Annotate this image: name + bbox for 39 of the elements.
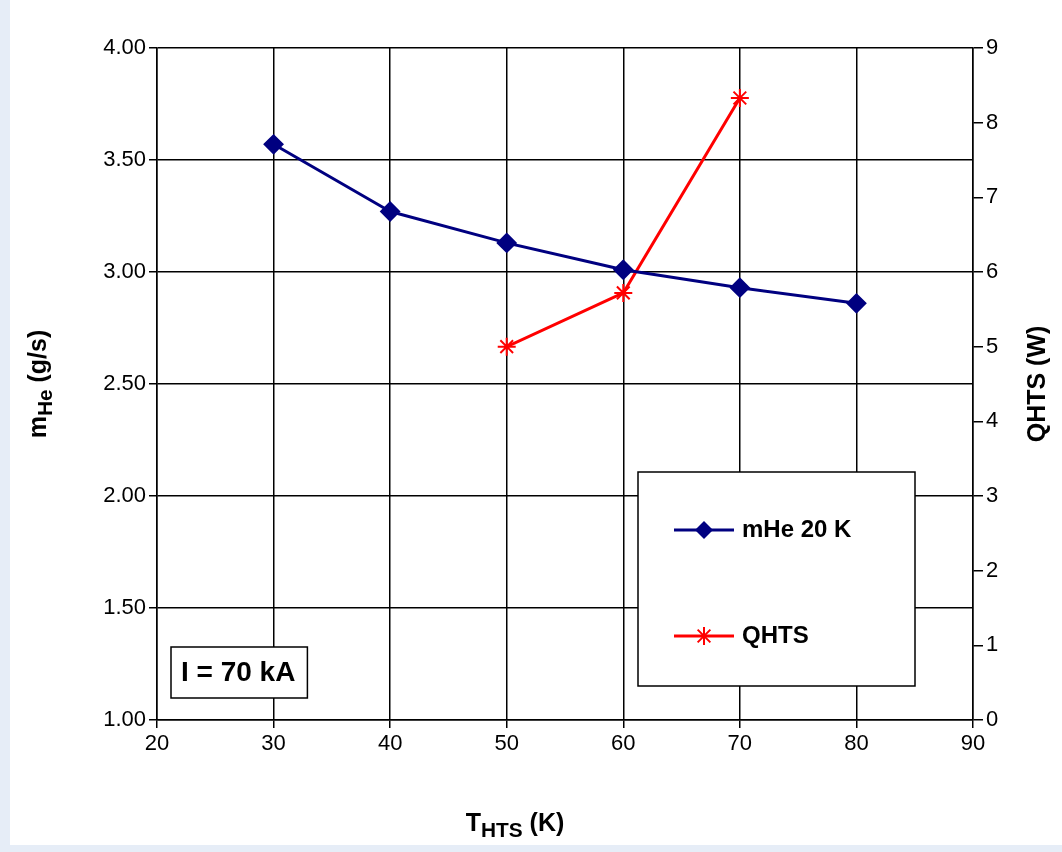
point [496, 336, 517, 357]
x-tick-label: 90 [960, 730, 986, 756]
y-tick-label: 3.50 [103, 146, 146, 172]
y2-axis-title: QHTS (W) [1021, 325, 1051, 443]
x-tick-label: 80 [844, 730, 869, 756]
x-axis-title: T$_{HTS}$ (K) [465, 808, 565, 842]
y-tick-label: 2.00 [103, 482, 146, 508]
point [263, 134, 284, 155]
point [613, 282, 634, 303]
y-tick-label: 1.50 [103, 594, 146, 620]
x-tick-label: 60 [611, 730, 636, 756]
y2-tick-label: 0 [986, 706, 999, 732]
point [496, 232, 517, 253]
x-tick-label: 70 [727, 730, 753, 756]
x-tick-label: 20 [144, 730, 170, 756]
y2-tick-label: 7 [986, 183, 999, 209]
legend-label: QHTS [742, 620, 809, 648]
x-tick-label: 40 [377, 730, 403, 756]
y2-tick-label: 4 [986, 407, 999, 433]
y-tick-label: 2.50 [103, 370, 146, 396]
x-tick-label: 30 [261, 730, 286, 756]
annotation: I = 70 kA [181, 655, 296, 687]
y-tick-label: 1.00 [103, 706, 146, 732]
point [846, 293, 867, 314]
y2-tick-label: 8 [986, 108, 999, 134]
legend-label: mHe 20 K [742, 514, 853, 542]
y2-tick-label: 6 [986, 258, 999, 284]
point [380, 201, 401, 222]
y2-tick-label: 5 [986, 332, 999, 358]
y2-tick-label: 3 [986, 482, 999, 508]
y2-tick-label: 2 [986, 556, 999, 582]
y-tick-label: 4.00 [103, 34, 146, 60]
point [729, 88, 750, 109]
y2-tick-label: 1 [986, 631, 999, 657]
y2-tick-label: 9 [986, 34, 999, 60]
point [729, 277, 750, 298]
point [613, 259, 634, 280]
y-tick-label: 3.00 [103, 258, 146, 284]
x-tick-label: 50 [494, 730, 519, 756]
